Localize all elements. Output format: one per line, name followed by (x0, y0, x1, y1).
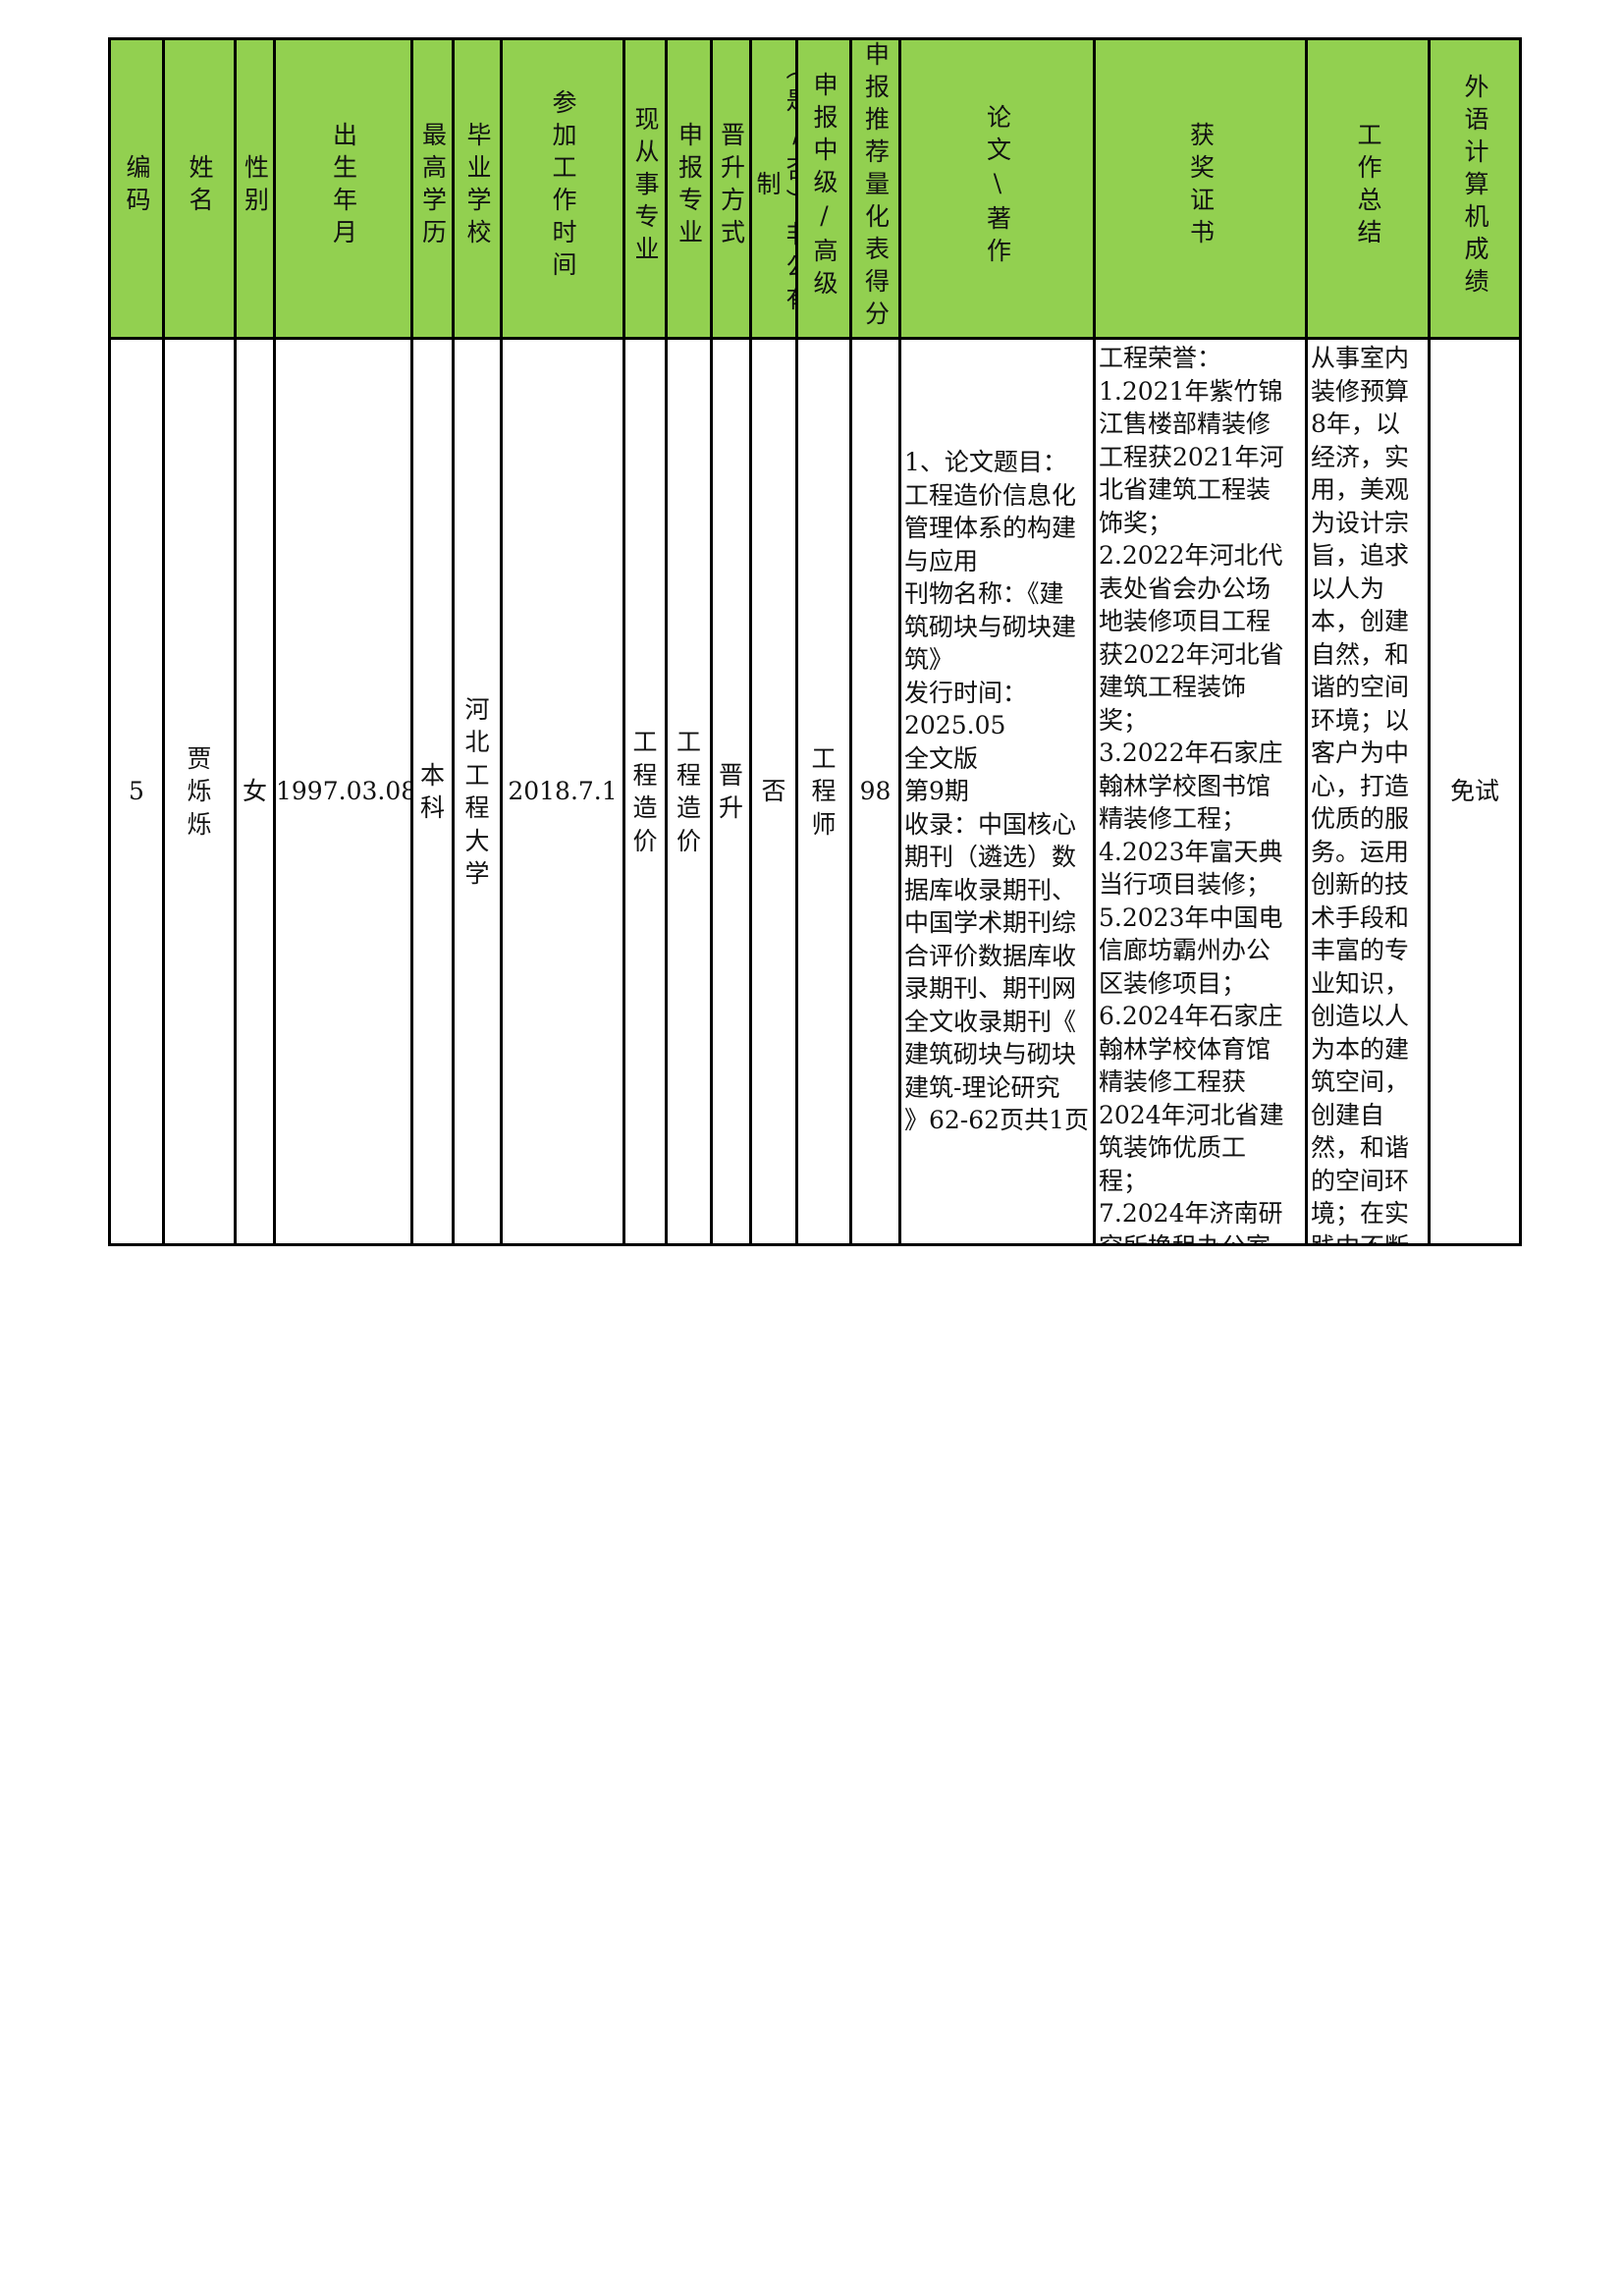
table-row: 5 贾烁烁 女 1997.03.08 本科 河北工程大学 2018.7.1 工程… (108, 337, 1522, 1246)
cell-school: 河北工程大学 (452, 337, 503, 1246)
cell-gender: 女 (234, 337, 276, 1246)
header-label: 性别 (241, 154, 270, 219)
cell-promotion: 晋升 (710, 337, 752, 1246)
header-awards: 获奖证书 (1093, 37, 1308, 340)
header-papers: 论文\著作 (898, 37, 1096, 340)
header-label: 晋升方式 (717, 122, 746, 251)
header-label: 毕业学校 (463, 122, 492, 251)
header-label: 工作总结 (1354, 122, 1382, 251)
school-text: 河北工程大学 (464, 694, 490, 889)
header-summary: 工作总结 (1305, 37, 1431, 340)
apply-major-text: 工程造价 (676, 728, 702, 855)
header-education: 最高学历 (410, 37, 455, 340)
header-label: 最高学历 (418, 122, 448, 251)
papers-text: 1、论文题目： 工程造价信息化 管理体系的构建 与应用 刊物名称：《建 筑砌块与… (904, 448, 1089, 1135)
header-label: 出生年月 (329, 122, 358, 251)
cell-name: 贾烁烁 (162, 337, 237, 1246)
header-label: 申报中级/高级 (810, 71, 839, 302)
header-gender: 性别 (234, 37, 276, 340)
cell-awards: 工程荣誉： 1.2021年紫竹锦 江售楼部精装修 工程获2021年河 北省建筑工… (1093, 337, 1308, 1246)
header-label: 现从事专业 (631, 105, 660, 268)
summary-text: 从事室内 装修预算 8年，以 经济，实 用，美观 为设计宗 旨，追求 以人为 本… (1311, 344, 1410, 1242)
promotion-text: 晋升 (719, 760, 744, 823)
header-label: 外语计算机成绩 (1461, 73, 1489, 301)
cell-id: 5 (108, 337, 165, 1246)
header-promotion: 晋升方式 (710, 37, 752, 340)
cell-education: 本科 (410, 337, 455, 1246)
cell-level: 工程师 (795, 337, 852, 1246)
header-label: 论文\著作 (983, 103, 1012, 270)
header-lang-computer: 外语计算机成绩 (1428, 37, 1522, 340)
cell-apply-major: 工程造价 (665, 337, 713, 1246)
header-label: 编码 (123, 154, 151, 219)
cell-lang-computer: 免试 (1428, 337, 1522, 1246)
header-name: 姓名 (162, 37, 237, 340)
header-label: 申报专业 (675, 122, 704, 251)
header-label: 参加工作时间 (549, 89, 577, 284)
education-text: 本科 (420, 760, 446, 823)
awards-text: 工程荣誉： 1.2021年紫竹锦 江售楼部精装修 工程获2021年河 北省建筑工… (1099, 344, 1284, 1242)
header-label: （是/否）非公有制 (753, 55, 797, 318)
header-label: 姓名 (186, 154, 214, 219)
cell-current-major: 工程造价 (622, 337, 668, 1246)
header-label: 申报推荐量化表得分 (861, 40, 891, 333)
header-non-public: （是/否）非公有制 (749, 37, 798, 340)
cell-papers: 1、论文题目： 工程造价信息化 管理体系的构建 与应用 刊物名称：《建 筑砌块与… (898, 337, 1096, 1246)
level-text: 工程师 (811, 743, 837, 839)
name-text: 贾烁烁 (187, 743, 212, 839)
header-label: 获奖证书 (1186, 122, 1216, 251)
header-score: 申报推荐量化表得分 (849, 37, 901, 340)
header-birth: 出生年月 (273, 37, 413, 340)
current-major-text: 工程造价 (632, 728, 658, 855)
header-row: 编码 姓名 性别 出生年月 最高学历 毕业学校 参加工作时间 现从事专业 申报专… (108, 37, 1522, 340)
header-school: 毕业学校 (452, 37, 503, 340)
cell-score: 98 (849, 337, 901, 1246)
cell-non-public: 否 (749, 337, 798, 1246)
header-apply-major: 申报专业 (665, 37, 713, 340)
applicant-table: 编码 姓名 性别 出生年月 最高学历 毕业学校 参加工作时间 现从事专业 申报专… (108, 37, 1522, 1246)
header-id: 编码 (108, 37, 165, 340)
cell-birth: 1997.03.08 (273, 337, 413, 1246)
header-current-major: 现从事专业 (622, 37, 668, 340)
cell-work-start: 2018.7.1 (500, 337, 625, 1246)
cell-summary: 从事室内 装修预算 8年，以 经济，实 用，美观 为设计宗 旨，追求 以人为 本… (1305, 337, 1431, 1246)
header-level: 申报中级/高级 (795, 37, 852, 340)
header-work-start: 参加工作时间 (500, 37, 625, 340)
